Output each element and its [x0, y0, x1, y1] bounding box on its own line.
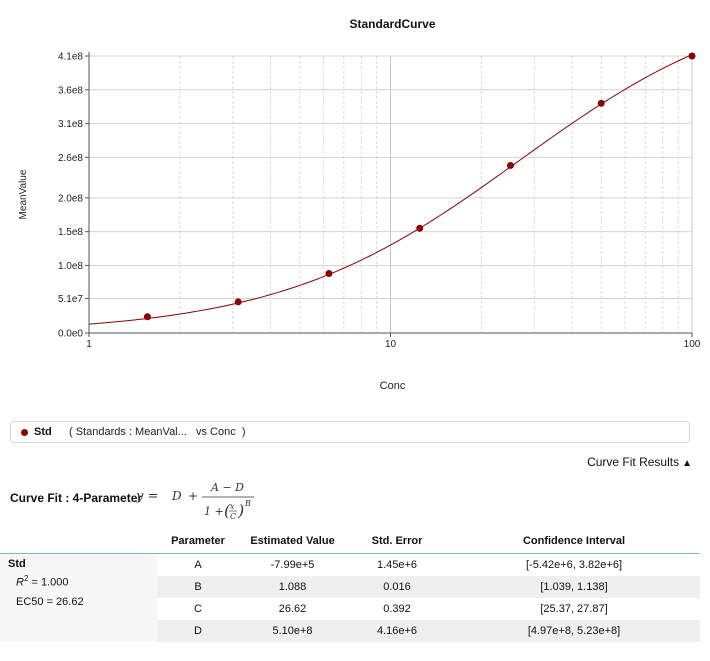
cell-ci: [4.97e+8, 5.23e+8]: [448, 620, 700, 642]
y-tick-label: 4.1e8: [58, 52, 83, 63]
svg-text:y =: y =: [136, 489, 158, 504]
chart-title: StandardCurve: [349, 17, 435, 31]
svg-text:1 +: 1 +: [204, 505, 224, 518]
data-point: [325, 270, 333, 278]
y-tick-label: 5.1e7: [58, 294, 83, 305]
y-tick-label: 2.0e8: [58, 193, 83, 204]
header-confidence-interval: Confidence Interval: [448, 529, 700, 554]
fit-curve: [88, 54, 693, 325]
svg-text:D: D: [171, 489, 182, 503]
y-tick-label: 1.0e8: [58, 261, 83, 272]
cell-param: B: [157, 576, 239, 598]
std-summary-name: Std: [8, 558, 26, 570]
table-row: Std R2 = 1.000 EC50 = 26.62 A -7.99e+5 1…: [0, 553, 700, 642]
x-tick-label: 1: [86, 339, 92, 350]
data-point: [597, 99, 605, 107]
cell-param: A: [194, 559, 202, 571]
cell-value: 5.10e+8: [239, 620, 346, 642]
table-row: D 5.10e+8 4.16e+6 [4.97e+8, 5.23e+8]: [0, 620, 700, 642]
data-point: [143, 313, 151, 321]
legend-series-name: Std: [34, 426, 52, 438]
cell-error: 4.16e+6: [346, 620, 448, 642]
svg-text:): ): [237, 501, 244, 520]
curve-fit-results-toggle[interactable]: Curve Fit Results ▲: [587, 455, 692, 469]
r-squared-value: = 1.000: [28, 576, 69, 589]
svg-text:A − D: A − D: [210, 481, 244, 494]
standard-curve-chart: 0.0e0 5.1e7 1.0e8 1.5e8 2.0e8 2.6e8 3.1e8 3.6e8…: [18, 17, 701, 392]
cell-value: 26.62: [278, 603, 307, 615]
cell-error: 0.392: [383, 603, 411, 615]
header-estimated-value: Estimated Value: [239, 529, 346, 554]
y-tick-label: 2.6e8: [58, 153, 83, 164]
triangle-up-icon: ▲: [682, 458, 692, 469]
svg-text:+: +: [188, 489, 198, 503]
svg-text:(: (: [224, 501, 231, 520]
x-axis-title: Conc: [380, 380, 406, 392]
cell-ci: [-5.42e+6, 3.82e+6]: [525, 559, 623, 571]
legend[interactable]: Std ( Standards : MeanVal... vs Conc ): [10, 421, 690, 443]
header-parameter: Parameter: [157, 529, 239, 554]
cell-value: -7.99e+5: [270, 559, 315, 571]
table-row: B 1.088 0.016 [1.039, 1.138]: [0, 576, 700, 598]
legend-series-description: ( Standards : MeanVal... vs Conc ): [69, 426, 246, 438]
cell-error: 1.45e+6: [376, 559, 418, 571]
parameter-results-table: Parameter Estimated Value Std. Error Con…: [0, 529, 700, 642]
r-squared: R2 = 1.000: [16, 574, 69, 589]
y-tick-label: 3.6e8: [58, 85, 83, 96]
svg-text:x: x: [230, 502, 235, 511]
curve-fit-results-label: Curve Fit Results: [587, 455, 680, 469]
table-row: C 26.62 0.392 [25.37, 27.87]: [0, 598, 700, 620]
ec50-value: EC50 = 26.62: [16, 595, 84, 608]
cell-ci: [1.039, 1.138]: [448, 576, 700, 598]
cell-param: D: [157, 620, 239, 642]
data-point: [416, 224, 424, 232]
y-axis-title: MeanValue: [18, 169, 29, 219]
y-tick-label: 0.0e0: [58, 329, 83, 340]
table-header-row: Parameter Estimated Value Std. Error Con…: [0, 529, 700, 554]
y-tick-label: 3.1e8: [58, 119, 83, 130]
four-parameter-formula: y = D + A − D 1 + ( x C ) B: [136, 481, 254, 521]
svg-text:B: B: [244, 499, 251, 508]
cell-value: 1.088: [239, 576, 346, 598]
x-tick-label: 100: [684, 339, 701, 350]
y-tick-label: 1.5e8: [58, 227, 83, 238]
cell-error: 0.016: [346, 576, 448, 598]
legend-marker: [21, 429, 28, 436]
data-point: [688, 52, 696, 60]
curve-fit-model-label: Curve Fit : 4-Parameter: [10, 491, 143, 505]
svg-text:C: C: [230, 512, 236, 521]
cell-param: C: [194, 603, 202, 615]
data-point: [506, 161, 514, 169]
cell-ci: [25.37, 27.87]: [540, 603, 608, 615]
data-point: [234, 298, 242, 306]
std-summary-cell: Std R2 = 1.000 EC50 = 26.62: [0, 553, 157, 642]
header-std-error: Std. Error: [346, 529, 448, 554]
x-tick-label: 10: [385, 339, 397, 350]
